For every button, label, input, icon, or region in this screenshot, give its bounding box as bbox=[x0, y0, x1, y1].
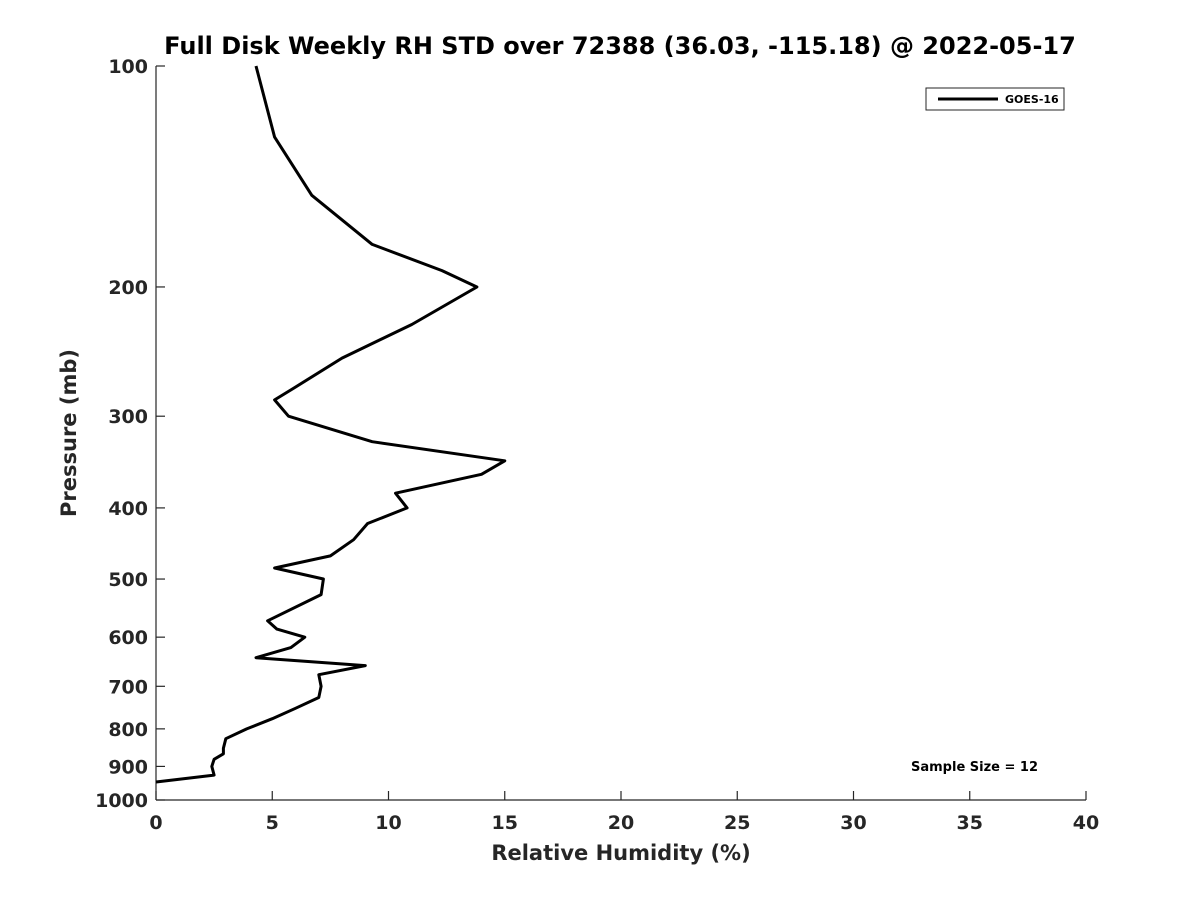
y-tick-label: 1000 bbox=[95, 790, 148, 812]
x-tick-label: 15 bbox=[492, 812, 518, 834]
x-tick-label: 35 bbox=[957, 812, 983, 834]
y-axis-label: Pressure (mb) bbox=[57, 349, 81, 517]
y-tick-label: 600 bbox=[108, 627, 148, 649]
legend: GOES-16 bbox=[925, 87, 1065, 111]
x-tick-label: 10 bbox=[375, 812, 401, 834]
x-tick-label: 40 bbox=[1073, 812, 1099, 834]
x-axis-ticks: 0 5 10 15 20 25 30 35 40 bbox=[149, 791, 1099, 834]
y-tick-label: 300 bbox=[108, 406, 148, 428]
y-tick-label: 900 bbox=[108, 756, 148, 778]
y-tick-label: 200 bbox=[108, 277, 148, 299]
sample-size-annotation: Sample Size = 12 bbox=[911, 760, 1038, 775]
legend-label: GOES-16 bbox=[1005, 93, 1059, 106]
x-tick-label: 20 bbox=[608, 812, 634, 834]
x-axis-label: Relative Humidity (%) bbox=[491, 841, 750, 865]
y-tick-label: 700 bbox=[108, 676, 148, 698]
y-tick-label: 800 bbox=[108, 719, 148, 741]
x-tick-label: 25 bbox=[724, 812, 750, 834]
series-line-goes-16 bbox=[155, 65, 507, 784]
chart-title: Full Disk Weekly RH STD over 72388 (36.0… bbox=[164, 32, 1076, 60]
y-axis-ticks: 100 200 300 400 500 600 700 800 900 1000 bbox=[95, 56, 165, 812]
y-tick-label: 500 bbox=[108, 569, 148, 591]
x-tick-label: 30 bbox=[840, 812, 866, 834]
y-tick-label: 100 bbox=[108, 56, 148, 78]
x-tick-label: 0 bbox=[149, 812, 162, 834]
x-tick-label: 5 bbox=[266, 812, 279, 834]
y-tick-label: 400 bbox=[108, 498, 148, 520]
plot-area: 0 5 10 15 20 25 30 35 40 100 200 300 400 500 600 700 80… bbox=[95, 56, 1099, 834]
